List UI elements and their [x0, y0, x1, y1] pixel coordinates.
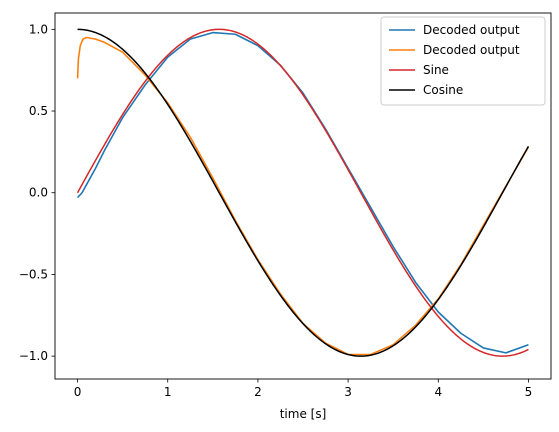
legend-label: Sine: [423, 63, 449, 77]
x-tick-label: 5: [525, 385, 533, 399]
legend: Decoded output Decoded output Sine Cosine: [380, 16, 546, 106]
x-tick-label: 3: [344, 385, 352, 399]
y-axis: −1.0 −0.5 0.0 0.5 1.0: [19, 22, 55, 363]
legend-box: [380, 16, 546, 106]
x-axis: 0 1 2 3 4 5: [74, 379, 533, 399]
x-tick-label: 4: [434, 385, 442, 399]
legend-label: Cosine: [423, 83, 463, 97]
axes-frame: [54, 12, 552, 380]
x-tick-label: 0: [74, 385, 82, 399]
y-tick-label: 0.0: [29, 186, 48, 200]
y-tick-label: 0.5: [29, 104, 48, 118]
y-tick-label: −1.0: [19, 349, 48, 363]
series-line-decoded-output-1: [76, 36, 530, 356]
series-line-sine-2: [76, 28, 529, 357]
series-line-cosine-3: [77, 28, 530, 357]
series-line-decoded-output-0: [76, 31, 529, 354]
y-tick-label: −0.5: [19, 267, 48, 281]
legend-label: Decoded output: [423, 23, 520, 37]
plot-area: [76, 28, 530, 357]
x-axis-label: time [s]: [280, 407, 327, 421]
legend-label: Decoded output: [423, 43, 520, 57]
x-tick-label: 1: [164, 385, 172, 399]
x-tick-label: 2: [254, 385, 262, 399]
y-tick-label: 1.0: [29, 22, 48, 36]
